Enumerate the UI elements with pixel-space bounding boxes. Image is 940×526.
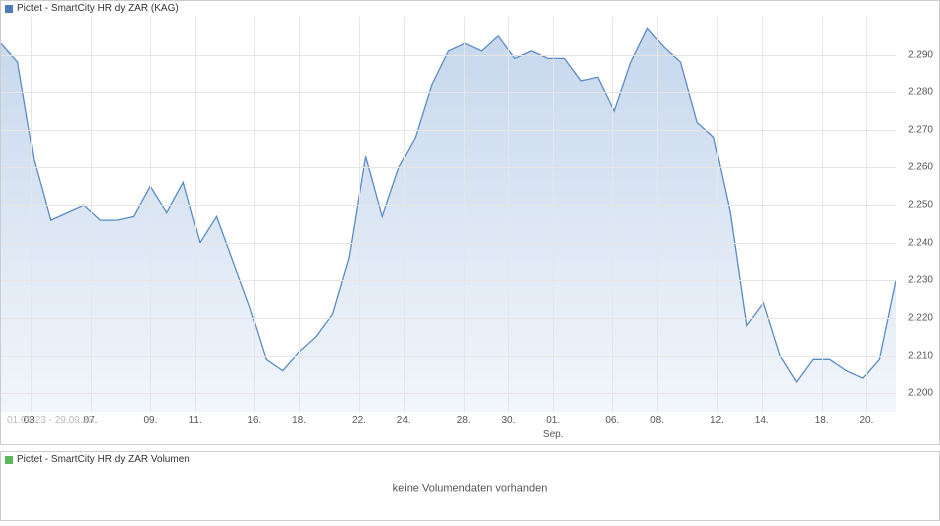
x-month-label: Sep. [543, 429, 564, 440]
x-axis-label: 20. [860, 415, 874, 426]
no-volume-text: keine Volumendaten vorhanden [393, 482, 548, 494]
y-axis-label: 2.260 [908, 162, 933, 173]
y-axis-label: 2.240 [908, 237, 933, 248]
volume-legend-label: Pictet - SmartCity HR dy ZAR Volumen [17, 454, 190, 465]
grid-line-v [464, 17, 465, 412]
volume-panel: Pictet - SmartCity HR dy ZAR Volumen kei… [0, 451, 940, 521]
y-axis-label: 2.250 [908, 200, 933, 211]
y-axis-label: 2.200 [908, 388, 933, 399]
y-axis-label: 2.290 [908, 49, 933, 60]
plot-area [1, 17, 896, 412]
grid-line-v [762, 17, 763, 412]
x-axis-label: 12. [710, 415, 724, 426]
grid-line-v [359, 17, 360, 412]
x-axis-label: 24. [397, 415, 411, 426]
x-axis-label: 11. [189, 415, 202, 426]
grid-line-v [195, 17, 196, 412]
x-axis-label: 30. [502, 415, 516, 426]
x-axis-label: 16. [247, 415, 261, 426]
grid-line-v [717, 17, 718, 412]
x-axis-label: 22. [352, 415, 366, 426]
price-chart-panel: Pictet - SmartCity HR dy ZAR (KAG) 01.08… [0, 0, 940, 445]
grid-line-v [508, 17, 509, 412]
x-axis-label: 06. [605, 415, 619, 426]
legend-swatch-icon [5, 456, 13, 464]
x-axis-label: 01. [546, 415, 560, 426]
price-legend-label: Pictet - SmartCity HR dy ZAR (KAG) [17, 3, 179, 14]
grid-line-v [404, 17, 405, 412]
grid-line-v [866, 17, 867, 412]
grid-line-v [254, 17, 255, 412]
grid-line-v [91, 17, 92, 412]
y-axis-label: 2.220 [908, 312, 933, 323]
grid-line-v [822, 17, 823, 412]
grid-line-v [657, 17, 658, 412]
legend-swatch-icon [5, 5, 13, 13]
x-axis-label: 18. [292, 415, 306, 426]
y-axis-label: 2.230 [908, 275, 933, 286]
price-legend: Pictet - SmartCity HR dy ZAR (KAG) [5, 3, 179, 14]
grid-line-v [31, 17, 32, 412]
x-axis-label: 18. [815, 415, 829, 426]
x-axis-label: 14. [755, 415, 769, 426]
y-axis-label: 2.270 [908, 124, 933, 135]
grid-line-v [150, 17, 151, 412]
x-axis-label: 28. [457, 415, 471, 426]
y-axis-label: 2.280 [908, 87, 933, 98]
grid-line-v [612, 17, 613, 412]
volume-legend: Pictet - SmartCity HR dy ZAR Volumen [5, 454, 190, 465]
grid-line-v [553, 17, 554, 412]
x-axis-label: 09. [144, 415, 158, 426]
x-axis-label: 08. [650, 415, 664, 426]
date-range-label: 01.08.23 - 29.09.23 [7, 415, 94, 426]
grid-line-v [299, 17, 300, 412]
y-axis-label: 2.210 [908, 350, 933, 361]
